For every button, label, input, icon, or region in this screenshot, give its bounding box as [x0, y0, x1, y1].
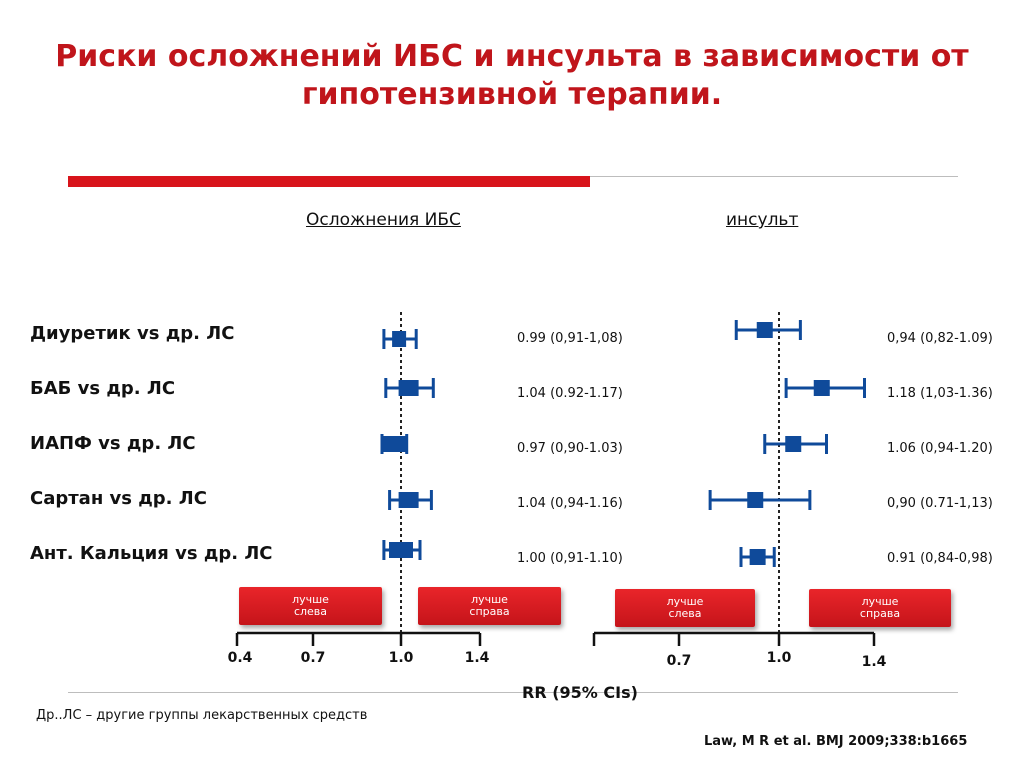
panel-title-ihd: Осложнения ИБС	[306, 210, 461, 230]
point-marker-ihd-2	[383, 436, 408, 452]
accent-bar	[68, 176, 590, 187]
point-marker-ihd-1	[398, 380, 419, 396]
better-right-ihd: лучше справа	[418, 587, 561, 625]
better-left-ihd: лучше слева	[239, 587, 382, 625]
point-marker-stroke-4	[749, 549, 766, 565]
row-label-diuretic: Диуретик vs др. ЛС	[30, 323, 235, 344]
row-label-iapf: ИАПФ vs др. ЛС	[30, 433, 196, 454]
row-label-bab: БАБ vs др. ЛС	[30, 378, 176, 399]
better-left-stroke: лучше слева	[615, 589, 755, 627]
point-marker-stroke-3	[747, 492, 764, 508]
rr-label-stroke-2: 1.18 (1,03-1.36)	[887, 386, 993, 401]
page-title: Риски осложнений ИБС и инсульта в зависи…	[40, 38, 984, 114]
title-line-1: Риски осложнений ИБС и инсульта в зависи…	[55, 39, 969, 74]
tick-label-ihd-3: 1.4	[464, 650, 490, 666]
tick-label-ihd-1: 0.7	[300, 650, 326, 666]
rr-label-stroke-1: 0,94 (0,82-1.09)	[887, 331, 993, 346]
rr-label-ihd-3: 0.97 (0,90-1.03)	[517, 441, 623, 456]
point-marker-ihd-4	[389, 542, 413, 558]
divider-top	[590, 176, 958, 177]
tick-label-ihd-0: 0.4	[227, 650, 253, 666]
rr-label-stroke-4: 0,90 (0.71-1,13)	[887, 496, 993, 511]
footnote: Др..ЛС – другие группы лекарственных сре…	[36, 708, 368, 723]
rr-label-ihd-1: 0.99 (0,91-1,08)	[517, 331, 623, 346]
title-line-2: гипотензивной терапии.	[301, 77, 723, 112]
better-right-ihd-line2: справа	[469, 605, 510, 618]
rr-label-ihd-5: 1.00 (0,91-1.10)	[517, 551, 623, 566]
better-left-stroke-line1: лучше	[666, 595, 704, 608]
point-marker-ihd-0	[392, 331, 407, 347]
x-axis-title: RR (95% CIs)	[522, 683, 638, 702]
better-right-ihd-line1: лучше	[471, 593, 508, 606]
tick-label-ihd-2: 1.0	[388, 650, 414, 666]
rr-label-ihd-2: 1.04 (0.92-1.17)	[517, 386, 623, 401]
panel-title-stroke: инсульт	[726, 210, 799, 230]
row-label-calcium: Ант. Кальция vs др. ЛС	[30, 543, 273, 564]
better-right-stroke: лучше справа	[809, 589, 951, 627]
row-label-sartan: Сартан vs др. ЛС	[30, 488, 207, 509]
better-right-stroke-line1: лучше	[861, 595, 899, 608]
point-marker-stroke-0	[756, 322, 773, 338]
tick-label-stroke-1: 1.0	[766, 650, 792, 666]
better-right-stroke-line2: справа	[859, 607, 901, 620]
better-left-ihd-line1: лучше	[292, 593, 329, 606]
better-left-stroke-line2: слева	[668, 607, 702, 620]
rr-label-stroke-5: 0.91 (0,84-0,98)	[887, 551, 993, 566]
tick-label-stroke-0: 0.7	[666, 653, 692, 669]
rr-label-ihd-4: 1.04 (0,94-1.16)	[517, 496, 623, 511]
better-left-ihd-line2: слева	[293, 605, 328, 618]
citation: Law, M R et al. BMJ 2009;338:b1665	[704, 734, 968, 749]
point-marker-stroke-2	[785, 436, 802, 452]
point-marker-stroke-1	[813, 380, 830, 396]
rr-label-stroke-3: 1.06 (0,94-1.20)	[887, 441, 993, 456]
point-marker-ihd-3	[398, 492, 419, 508]
divider-bottom	[68, 692, 958, 693]
tick-label-stroke-2: 1.4	[861, 654, 887, 670]
